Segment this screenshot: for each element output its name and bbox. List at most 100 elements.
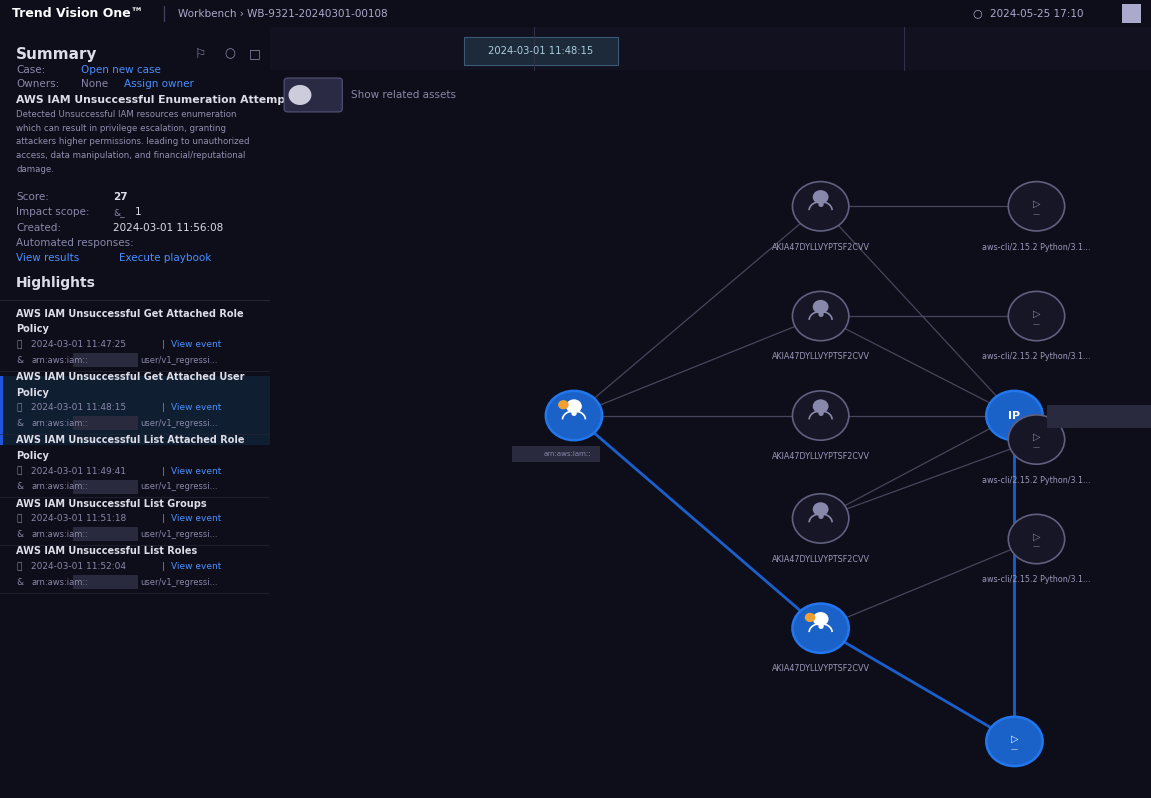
Text: &: & — [16, 530, 23, 539]
Text: ▷: ▷ — [1032, 309, 1041, 318]
Text: AKIA47DYLLVYPTSF2CVV: AKIA47DYLLVYPTSF2CVV — [771, 555, 870, 563]
Text: —: — — [1032, 211, 1041, 217]
Text: Assign owner: Assign owner — [124, 79, 195, 89]
Text: ▷: ▷ — [1011, 734, 1019, 744]
Text: @: @ — [815, 618, 826, 632]
Text: |: | — [162, 467, 165, 476]
Text: ●: ● — [817, 201, 824, 207]
Text: ⧖: ⧖ — [16, 404, 22, 413]
Circle shape — [792, 494, 848, 543]
Text: —: — — [1011, 746, 1017, 753]
Text: @: @ — [815, 196, 826, 210]
Text: Policy: Policy — [16, 451, 49, 460]
Text: aws-cli/2.15.2 Python/3.1...: aws-cli/2.15.2 Python/3.1... — [982, 243, 1091, 251]
Circle shape — [792, 391, 848, 440]
Text: 1: 1 — [135, 207, 142, 217]
Text: @: @ — [815, 306, 826, 319]
Text: ⧖: ⧖ — [16, 340, 22, 350]
Text: ●: ● — [817, 513, 824, 519]
Circle shape — [546, 391, 602, 440]
Text: @: @ — [815, 406, 826, 419]
Text: ▷: ▷ — [1032, 199, 1041, 209]
Text: ⧖: ⧖ — [16, 515, 22, 523]
Text: aws-cli/2.15.2 Python/3.1...: aws-cli/2.15.2 Python/3.1... — [982, 352, 1091, 361]
Text: |: | — [162, 404, 165, 413]
Circle shape — [986, 391, 1043, 440]
Text: ●: ● — [571, 410, 577, 417]
Text: Case:: Case: — [16, 65, 45, 74]
Text: □: □ — [249, 48, 260, 61]
Text: AKIA47DYLLVYPTSF2CVV: AKIA47DYLLVYPTSF2CVV — [771, 352, 870, 361]
Text: user/v1_regressi...: user/v1_regressi... — [140, 356, 218, 365]
Text: &: & — [16, 419, 23, 428]
Text: View results: View results — [16, 254, 79, 263]
Text: 2024-03-01 11:52:04: 2024-03-01 11:52:04 — [31, 563, 127, 571]
Text: &: & — [16, 482, 23, 491]
Text: Score:: Score: — [16, 192, 49, 202]
Text: ⚐: ⚐ — [195, 48, 206, 61]
Text: user/v1_regressi...: user/v1_regressi... — [140, 419, 218, 428]
Text: 2024-03-01 11:56:08: 2024-03-01 11:56:08 — [114, 223, 223, 232]
Text: AWS IAM Unsuccessful Enumeration Attempt: AWS IAM Unsuccessful Enumeration Attempt — [16, 96, 290, 105]
Text: ⧖: ⧖ — [16, 467, 22, 476]
Text: arn:aws:iam::: arn:aws:iam:: — [31, 530, 87, 539]
Text: arn:aws:iam::: arn:aws:iam:: — [31, 482, 87, 491]
FancyBboxPatch shape — [1122, 4, 1141, 23]
FancyBboxPatch shape — [270, 27, 1151, 69]
Text: Automated responses:: Automated responses: — [16, 238, 134, 248]
FancyBboxPatch shape — [73, 417, 138, 430]
FancyBboxPatch shape — [73, 480, 138, 493]
Text: Execute playbook: Execute playbook — [119, 254, 211, 263]
Text: ⧖: ⧖ — [16, 563, 22, 571]
Text: 2024-03-01 11:47:25: 2024-03-01 11:47:25 — [31, 340, 127, 350]
Text: Trend Vision One™: Trend Vision One™ — [12, 7, 143, 20]
FancyBboxPatch shape — [0, 376, 270, 445]
Text: AWS IAM Unsuccessful List Attached Role: AWS IAM Unsuccessful List Attached Role — [16, 436, 245, 445]
Text: Highlights: Highlights — [16, 276, 96, 290]
Text: AWS IAM Unsuccessful Get Attached Role: AWS IAM Unsuccessful Get Attached Role — [16, 309, 244, 319]
Text: Open new case: Open new case — [81, 65, 161, 74]
Text: @: @ — [567, 406, 580, 419]
Text: View event: View event — [171, 563, 222, 571]
FancyBboxPatch shape — [284, 78, 342, 112]
Text: access, data manipulation, and financial/reputational: access, data manipulation, and financial… — [16, 152, 245, 160]
Text: &: & — [16, 356, 23, 365]
Circle shape — [1008, 182, 1065, 231]
Text: ●: ● — [817, 410, 824, 417]
Text: View event: View event — [171, 340, 222, 350]
Text: 27: 27 — [114, 192, 128, 202]
Text: aws-cli/2.15.2 Python/3.1...: aws-cli/2.15.2 Python/3.1... — [982, 575, 1091, 584]
Text: user/v1_regressi...: user/v1_regressi... — [140, 482, 218, 491]
Text: —: — — [1032, 321, 1041, 326]
Text: 2024-03-01 11:48:15: 2024-03-01 11:48:15 — [31, 404, 127, 413]
Text: Show related assets: Show related assets — [351, 90, 456, 100]
Circle shape — [813, 502, 829, 516]
Circle shape — [1008, 415, 1065, 464]
Text: 2024-03-01 11:48:15: 2024-03-01 11:48:15 — [488, 46, 593, 56]
Text: Policy: Policy — [16, 324, 49, 334]
Text: AKIA47DYLLVYPTSF2CVV: AKIA47DYLLVYPTSF2CVV — [771, 665, 870, 674]
Text: |: | — [162, 515, 165, 523]
Circle shape — [1008, 515, 1065, 563]
Text: |: | — [162, 340, 165, 350]
Text: aws-cli/2.15.2 Python/3.1...: aws-cli/2.15.2 Python/3.1... — [982, 476, 1091, 484]
Text: |: | — [162, 563, 165, 571]
Text: Workbench › WB-9321-20240301-00108: Workbench › WB-9321-20240301-00108 — [178, 9, 388, 18]
Text: Detected Unsuccessful IAM resources enumeration: Detected Unsuccessful IAM resources enum… — [16, 110, 237, 119]
Text: View event: View event — [171, 515, 222, 523]
Circle shape — [813, 612, 829, 626]
FancyBboxPatch shape — [73, 575, 138, 589]
FancyBboxPatch shape — [512, 446, 601, 462]
FancyBboxPatch shape — [73, 354, 138, 367]
Text: Impact scope:: Impact scope: — [16, 207, 90, 217]
Text: @: @ — [815, 509, 826, 522]
Text: None: None — [81, 79, 108, 89]
Text: arn:aws:iam::: arn:aws:iam:: — [31, 356, 87, 365]
Text: Owners:: Owners: — [16, 79, 60, 89]
Circle shape — [805, 613, 815, 622]
Text: user/v1_regressi...: user/v1_regressi... — [140, 530, 218, 539]
Text: View event: View event — [171, 404, 222, 413]
Text: AWS IAM Unsuccessful List Groups: AWS IAM Unsuccessful List Groups — [16, 499, 207, 508]
Text: Summary: Summary — [16, 46, 98, 61]
Text: ▷: ▷ — [1032, 433, 1041, 442]
